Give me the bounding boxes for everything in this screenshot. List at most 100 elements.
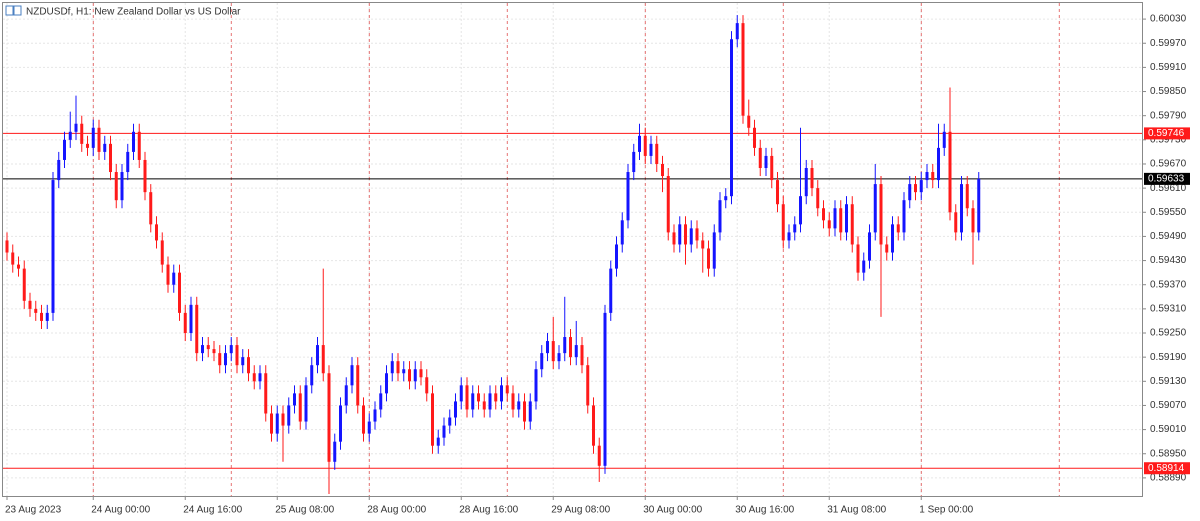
y-tick-label: 0.59070: [1150, 400, 1187, 411]
candle-body: [896, 224, 900, 233]
candle-body: [908, 184, 912, 201]
candle-body: [339, 405, 342, 442]
candle-body: [891, 224, 894, 253]
candle-body: [879, 184, 883, 245]
plot-frame: [2, 2, 1143, 497]
y-tick-label: 0.59910: [1150, 62, 1187, 73]
y-tick-label: 0.59550: [1150, 207, 1187, 218]
candle-body: [666, 176, 670, 233]
candle-body: [678, 224, 682, 245]
candle-body: [287, 405, 291, 426]
candle-body: [80, 123, 84, 144]
candle-body: [586, 365, 590, 406]
candle-body: [218, 353, 222, 366]
candle-body: [5, 240, 9, 253]
candle-body: [787, 232, 791, 241]
grid-layer: [3, 3, 1142, 496]
candle-body: [948, 131, 952, 213]
candle-body: [120, 172, 124, 201]
candle-body: [942, 131, 946, 148]
candle-body: [816, 188, 820, 209]
candle-body: [764, 155, 768, 169]
y-tick-label: 0.59670: [1150, 159, 1187, 170]
y-tick-label: 0.59490: [1150, 231, 1187, 242]
candle-body: [97, 127, 101, 152]
candle-body: [350, 365, 354, 386]
candle-body: [701, 240, 705, 249]
candle-body: [212, 349, 216, 354]
candle-body: [293, 393, 296, 406]
candle-body: [580, 345, 584, 366]
candle-body: [793, 224, 797, 233]
candle-body: [557, 353, 561, 362]
candle-body: [137, 131, 141, 160]
candle-body: [741, 23, 745, 116]
icon-part: [5, 5, 14, 16]
x-tick-label: 24 Aug 00:00: [91, 505, 150, 516]
x-tick-label: 1 Sep 00:00: [919, 505, 973, 516]
candle-body: [11, 252, 15, 265]
candle-body: [327, 373, 331, 462]
candle-body: [298, 393, 302, 422]
candle-body: [885, 244, 889, 253]
candle-body: [563, 337, 567, 354]
icon-part: [13, 5, 22, 16]
candle-body: [109, 143, 112, 173]
candle-body: [960, 184, 963, 233]
candle-body: [914, 184, 917, 193]
candle-body: [753, 127, 756, 148]
y-tick-label: 0.59970: [1150, 38, 1187, 49]
candle-body: [241, 357, 245, 366]
candle-body: [195, 304, 199, 354]
candle-body: [931, 172, 935, 181]
y-tick-label: 0.59790: [1150, 110, 1187, 121]
candle-body: [304, 385, 308, 422]
y-tick-label: 0.59010: [1150, 424, 1187, 435]
candle-body: [546, 341, 549, 354]
candle-body: [28, 300, 32, 309]
candle-body: [45, 312, 49, 321]
x-tick-label: 25 Aug 08:00: [275, 505, 334, 516]
symbol-icon: [5, 5, 22, 16]
x-tick-label: 28 Aug 16:00: [459, 505, 518, 516]
candle-body: [517, 401, 521, 410]
candle-body: [868, 232, 871, 261]
candle-body: [442, 425, 446, 438]
candle-body: [264, 373, 268, 414]
x-tick-label: 30 Aug 00:00: [643, 505, 702, 516]
y-tick-label: 0.59130: [1150, 376, 1187, 387]
candle-body: [827, 220, 831, 229]
chart-title: NZDUSDf, H1: New Zealand Dollar vs US Do…: [26, 7, 241, 18]
candle-body: [57, 159, 61, 181]
candle-body: [17, 264, 20, 269]
candle-body: [770, 155, 774, 181]
candle-body: [626, 172, 630, 221]
candle-body: [482, 401, 486, 410]
candle-body: [477, 393, 480, 402]
candle-body: [873, 184, 877, 233]
candle-body: [419, 369, 423, 378]
candle-body: [252, 373, 256, 382]
candle-body: [63, 139, 66, 160]
x-tick-label: 30 Aug 16:00: [735, 505, 794, 516]
candle-body: [833, 208, 837, 229]
candle-body: [574, 345, 578, 358]
candle-body: [356, 365, 360, 406]
candle-body: [166, 264, 170, 285]
price-level-box: [1144, 127, 1190, 140]
candle-body: [431, 393, 434, 446]
candle-body: [569, 337, 572, 358]
candle-body: [103, 143, 107, 152]
candle-body: [385, 373, 388, 394]
price-level-label: 0.58914: [1148, 463, 1185, 474]
candle-body: [839, 208, 843, 233]
candle-body: [551, 341, 555, 362]
candle-body: [781, 204, 785, 241]
candle-body: [126, 151, 130, 173]
candle-body: [735, 23, 739, 40]
candle-body: [408, 369, 411, 382]
candle-body: [523, 401, 526, 422]
marks-layer: [5, 15, 981, 494]
candle-body: [40, 312, 43, 321]
